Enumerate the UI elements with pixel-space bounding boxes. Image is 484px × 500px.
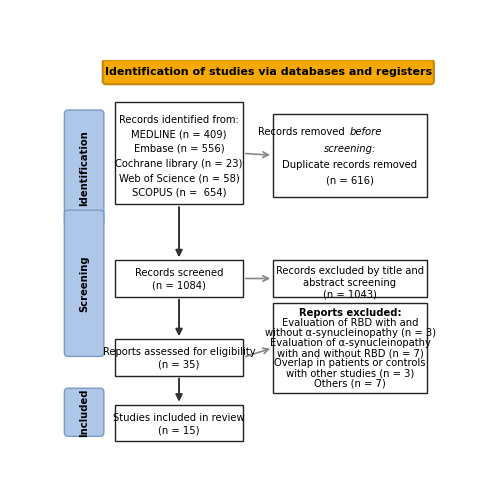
Text: (n = 35): (n = 35) [158,360,199,370]
Text: Screening: Screening [79,255,89,312]
Text: Identification: Identification [79,130,89,206]
Text: Reports assessed for eligibility: Reports assessed for eligibility [103,348,255,358]
Text: without α-synucleinopathy (n = 3): without α-synucleinopathy (n = 3) [264,328,435,338]
Text: Studies included in review: Studies included in review [113,412,244,422]
Bar [115,339,242,376]
Text: Records excluded by title and: Records excluded by title and [275,266,423,276]
Text: Evaluation of RBD with and: Evaluation of RBD with and [281,318,417,328]
Text: SCOPUS (n =  654): SCOPUS (n = 654) [132,188,226,198]
Text: screening:: screening: [323,144,376,154]
Text: with and without RBD (n = 7): with and without RBD (n = 7) [276,348,423,358]
Bar [272,260,426,297]
Text: (n = 1043): (n = 1043) [322,289,376,299]
Text: Evaluation of α-synucleinopathy: Evaluation of α-synucleinopathy [269,338,430,348]
Text: Records screened: Records screened [135,268,223,278]
Text: with other studies (n = 3): with other studies (n = 3) [286,368,413,378]
Text: Duplicate records removed: Duplicate records removed [282,160,417,170]
Text: Overlap in patients or controls: Overlap in patients or controls [274,358,425,368]
Bar [272,114,426,196]
Text: MEDLINE (n = 409): MEDLINE (n = 409) [131,130,227,140]
Text: (n = 1084): (n = 1084) [152,281,206,291]
Text: before: before [349,128,382,138]
Text: Reports excluded:: Reports excluded: [298,308,401,318]
Text: Records identified from:: Records identified from: [119,114,239,124]
FancyBboxPatch shape [64,388,104,436]
Text: (n = 616): (n = 616) [325,176,373,186]
Text: Cochrane library (n = 23): Cochrane library (n = 23) [115,158,242,168]
Bar [115,260,242,297]
Bar [115,404,242,441]
Text: Embase (n = 556): Embase (n = 556) [134,144,224,154]
FancyBboxPatch shape [64,210,104,356]
FancyBboxPatch shape [103,60,433,84]
Text: Others (n = 7): Others (n = 7) [314,378,385,388]
Text: Records removed: Records removed [257,128,349,138]
Text: abstract screening: abstract screening [303,278,396,287]
Text: (n = 15): (n = 15) [158,425,199,435]
Text: Web of Science (n = 58): Web of Science (n = 58) [119,173,239,183]
Text: Included: Included [79,388,89,436]
FancyBboxPatch shape [64,110,104,226]
Bar [115,102,242,204]
Text: Identification of studies via databases and registers: Identification of studies via databases … [105,67,431,77]
Bar [272,302,426,393]
